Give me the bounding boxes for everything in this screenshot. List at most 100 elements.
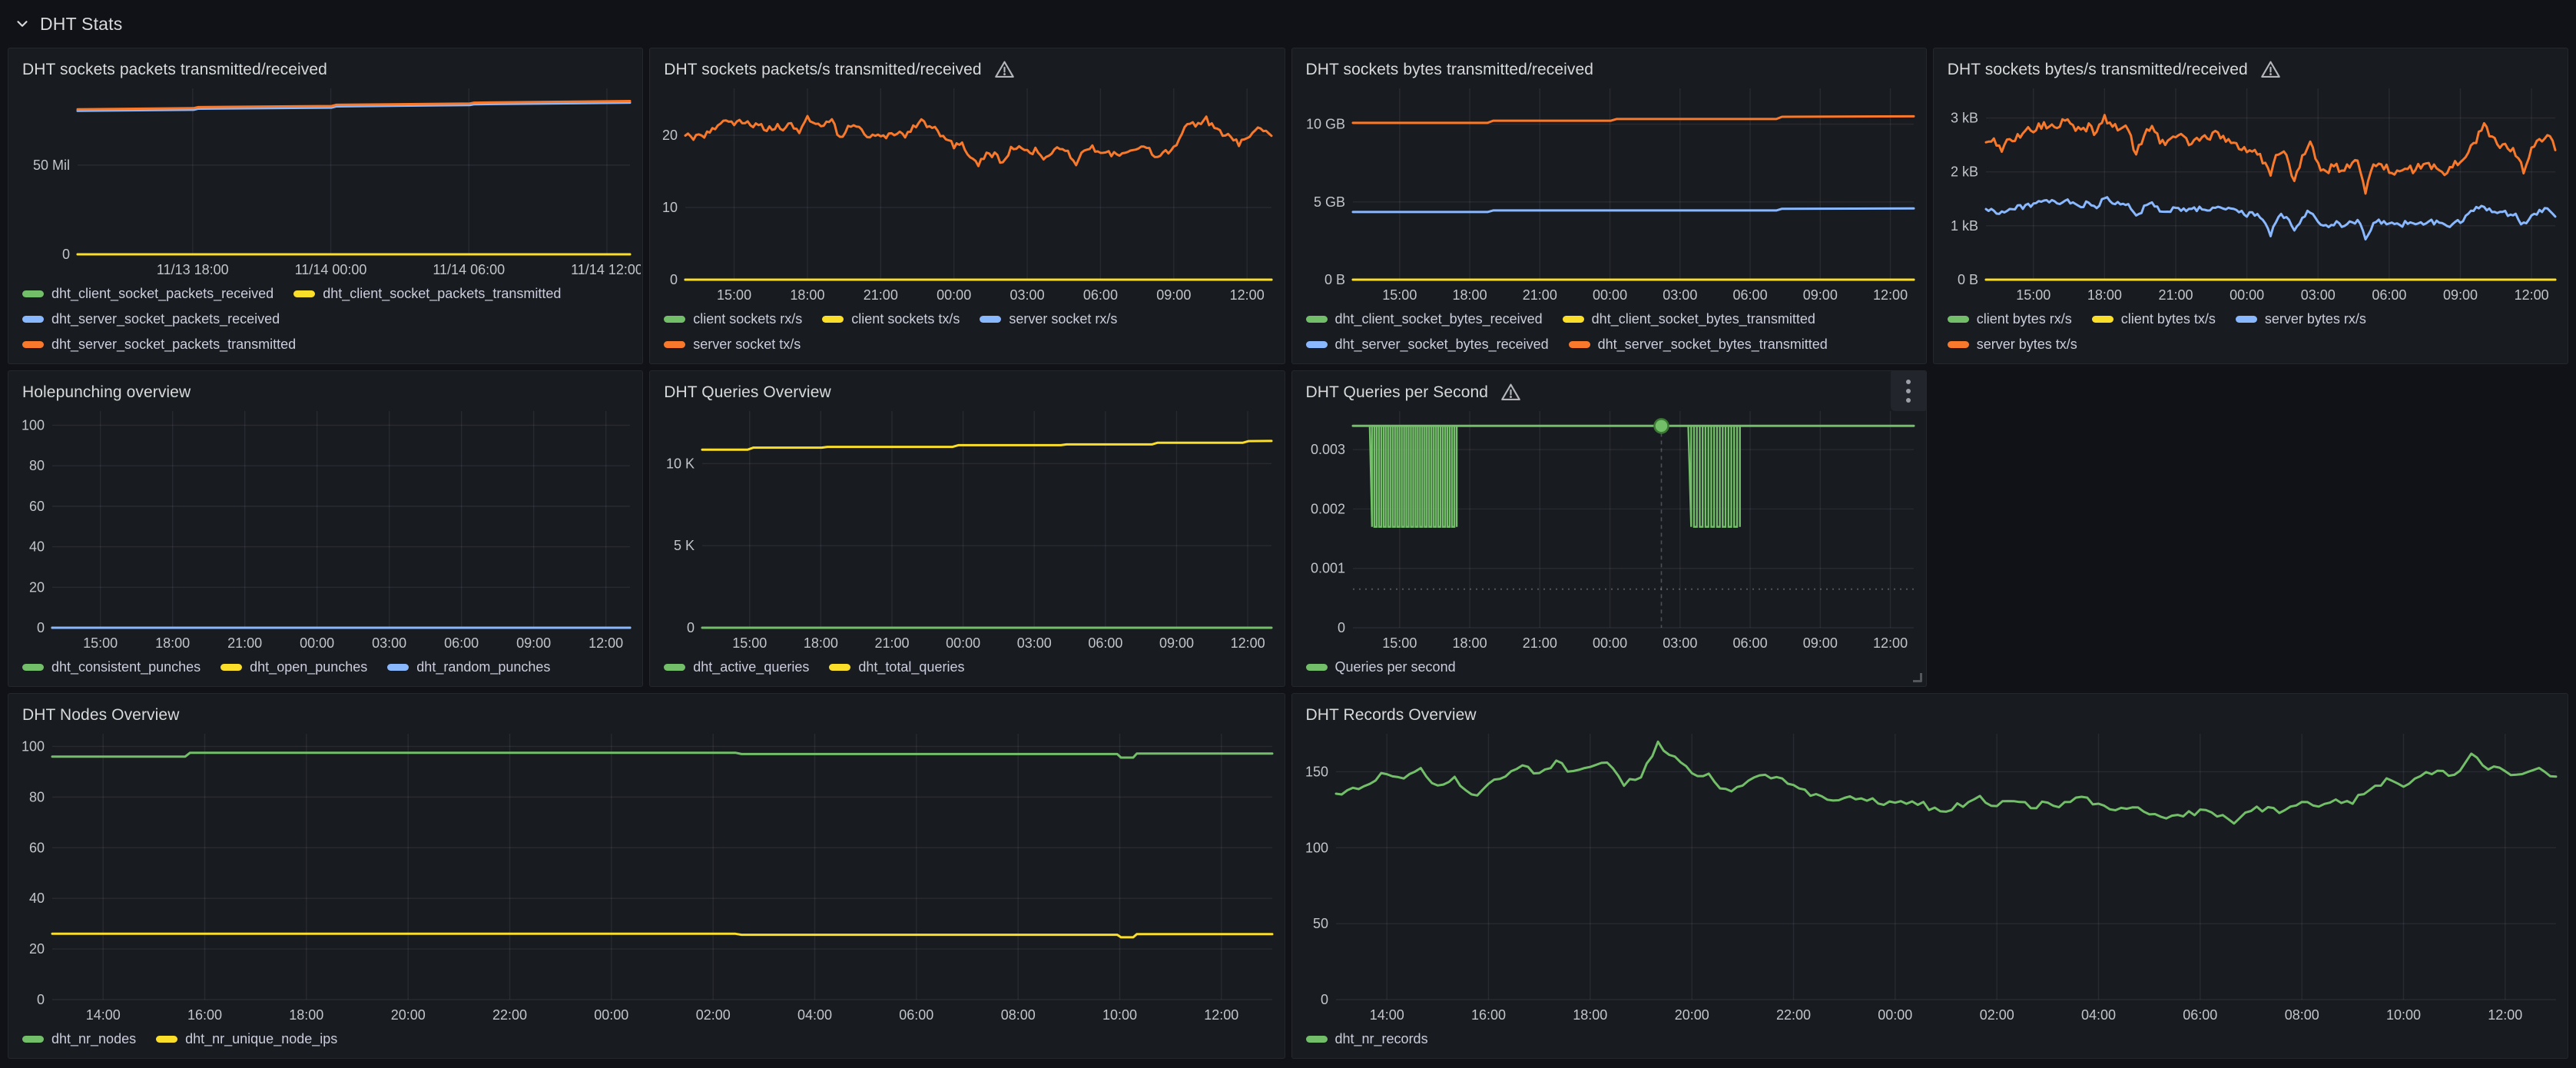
svg-text:0.003: 0.003 <box>1310 442 1344 457</box>
panel-dht-sockets-bytes-rate[interactable]: DHT sockets bytes/s transmitted/received… <box>1932 48 2568 364</box>
panel-dht-sockets-packets[interactable]: DHT sockets packets transmitted/received… <box>8 48 644 364</box>
panel-dht-nodes-overview[interactable]: DHT Nodes Overview 14:00 16:00 18:00 20:00 2… <box>8 693 1285 1059</box>
panel-title[interactable]: DHT Queries Overview <box>664 383 831 401</box>
legend: dht_nr_records <box>1292 1026 2568 1058</box>
svg-text:0 B: 0 B <box>1958 272 1978 287</box>
series-label: dht_server_socket_packets_received <box>51 310 280 327</box>
legend-item[interactable]: dht_server_socket_bytes_received <box>1305 337 1549 353</box>
kebab-menu-icon[interactable] <box>1890 371 1926 411</box>
legend-row: server bytes tx/s <box>1947 333 2555 356</box>
legend-item[interactable]: dht_random_punches <box>387 659 550 675</box>
legend-item[interactable]: client bytes rx/s <box>1947 311 2072 327</box>
legend-item[interactable]: dht_server_socket_bytes_transmitted <box>1568 337 1828 353</box>
series-label: dht_consistent_punches <box>51 658 201 675</box>
svg-text:09:00: 09:00 <box>1157 287 1192 303</box>
legend-item[interactable]: dht_client_socket_packets_received <box>22 286 274 302</box>
panel-holepunching-overview[interactable]: Holepunching overview 15:00 18:00 21:00 00:… <box>8 370 644 687</box>
resize-handle[interactable] <box>1912 673 1922 682</box>
panel-title[interactable]: Holepunching overview <box>22 383 191 401</box>
legend-item[interactable]: dht_open_punches <box>220 659 367 675</box>
legend-item[interactable]: dht_total_queries <box>829 659 964 675</box>
svg-text:15:00: 15:00 <box>2016 287 2051 303</box>
svg-text:80: 80 <box>29 458 45 473</box>
panel-dht-sockets-bytes[interactable]: DHT sockets bytes transmitted/received 1… <box>1291 48 1927 364</box>
panel-title[interactable]: DHT Records Overview <box>1305 705 1477 724</box>
series-label: dht_nr_nodes <box>51 1030 137 1046</box>
chart-area[interactable]: 15:00 18:00 21:00 00:00 03:00 06:00 09:00 12:00… <box>651 82 1282 306</box>
legend-item[interactable]: dht_client_socket_bytes_received <box>1305 311 1543 327</box>
legend-item[interactable]: server socket rx/s <box>980 311 1117 327</box>
legend-row: dht_consistent_punches dht_open_punches dh… <box>22 655 630 678</box>
svg-text:3 kB: 3 kB <box>1951 111 1978 126</box>
svg-text:16:00: 16:00 <box>187 1007 222 1023</box>
chart-area[interactable]: 11/13 18:00 11/14 00:00 11/14 06:00 11/14 1… <box>10 82 641 280</box>
chart-area[interactable]: 15:00 18:00 21:00 00:00 03:00 06:00 09:00 12:00… <box>1935 82 2566 306</box>
svg-text:0.001: 0.001 <box>1310 561 1344 576</box>
chart-area[interactable]: 15:00 18:00 21:00 00:00 03:00 06:00 09:00 12:00… <box>651 405 1282 654</box>
svg-text:20: 20 <box>29 579 45 595</box>
legend-item[interactable]: server bytes tx/s <box>1947 337 2077 353</box>
svg-text:10 K: 10 K <box>666 456 695 471</box>
svg-text:09:00: 09:00 <box>516 635 551 651</box>
svg-text:06:00: 06:00 <box>1732 635 1767 651</box>
legend-item[interactable]: dht_client_socket_bytes_transmitted <box>1562 311 1815 327</box>
panel-dht-queries-per-second[interactable]: DHT Queries per Second 15:00 18:00 21:00 00… <box>1291 370 1927 687</box>
svg-text:2 kB: 2 kB <box>1951 164 1978 180</box>
chart-area[interactable]: 15:00 18:00 21:00 00:00 03:00 06:00 09:00 12:00… <box>1294 405 1925 654</box>
svg-text:06:00: 06:00 <box>899 1007 933 1023</box>
svg-text:15:00: 15:00 <box>717 287 751 303</box>
svg-text:02:00: 02:00 <box>1979 1007 2014 1023</box>
svg-text:09:00: 09:00 <box>1802 287 1837 303</box>
legend-item[interactable]: dht_server_socket_packets_received <box>22 311 280 327</box>
chart-area[interactable]: 14:00 16:00 18:00 20:00 22:00 00:00 02:00 04:00… <box>10 728 1283 1026</box>
svg-text:06:00: 06:00 <box>1083 287 1118 303</box>
legend-item[interactable]: client sockets rx/s <box>664 311 802 327</box>
warning-icon <box>994 59 1015 80</box>
series-label: dht_random_punches <box>416 658 551 675</box>
legend-item[interactable]: server socket tx/s <box>664 337 801 353</box>
legend-row: client bytes rx/s client bytes tx/s server… <box>1947 307 2555 330</box>
legend-item[interactable]: dht_consistent_punches <box>22 659 201 675</box>
svg-text:03:00: 03:00 <box>1017 635 1052 651</box>
svg-text:10:00: 10:00 <box>2385 1007 2420 1023</box>
svg-text:10: 10 <box>662 200 678 215</box>
chart-area[interactable]: 15:00 18:00 21:00 00:00 03:00 06:00 09:00 12:00… <box>1294 82 1925 306</box>
legend-item[interactable]: dht_active_queries <box>664 659 809 675</box>
series-color-swatch <box>387 663 409 671</box>
panel-dht-records-overview[interactable]: DHT Records Overview 14:00 16:00 18:00 20:0… <box>1291 693 2568 1059</box>
legend-row: client sockets rx/s client sockets tx/s se… <box>664 307 1271 330</box>
series-color-swatch <box>664 663 686 671</box>
svg-text:06:00: 06:00 <box>1732 287 1767 303</box>
legend-item[interactable]: dht_nr_nodes <box>22 1031 136 1047</box>
panel-title[interactable]: DHT sockets bytes/s transmitted/received <box>1947 60 2248 78</box>
legend-item[interactable]: dht_nr_records <box>1305 1031 1428 1047</box>
svg-text:100: 100 <box>1305 840 1328 855</box>
panel-title[interactable]: DHT sockets bytes transmitted/received <box>1305 60 1594 78</box>
panel-title[interactable]: DHT sockets packets transmitted/received <box>22 60 327 78</box>
svg-text:18:00: 18:00 <box>804 635 838 651</box>
legend-item[interactable]: dht_server_socket_packets_transmitted <box>22 337 296 353</box>
svg-text:18:00: 18:00 <box>1452 287 1487 303</box>
series-color-swatch <box>220 663 243 671</box>
panel-dht-sockets-packets-rate[interactable]: DHT sockets packets/s transmitted/receiv… <box>649 48 1285 364</box>
series-label: dht_client_socket_packets_transmitted <box>323 285 562 301</box>
svg-text:08:00: 08:00 <box>1001 1007 1036 1023</box>
legend-item[interactable]: dht_nr_unique_node_ips <box>156 1031 337 1047</box>
legend-item[interactable]: client bytes tx/s <box>2091 311 2216 327</box>
panel-title[interactable]: DHT Queries per Second <box>1305 383 1489 401</box>
row-header-dht-stats[interactable]: DHT Stats <box>8 0 2568 48</box>
panel-title[interactable]: DHT sockets packets/s transmitted/receiv… <box>664 60 982 78</box>
legend-item[interactable]: dht_client_socket_packets_transmitted <box>293 286 561 302</box>
legend-item[interactable]: client sockets tx/s <box>822 311 960 327</box>
svg-text:16:00: 16:00 <box>1470 1007 1505 1023</box>
series-color-swatch <box>1305 1035 1328 1043</box>
svg-text:0: 0 <box>687 620 695 635</box>
legend-item[interactable]: server bytes rx/s <box>2235 311 2366 327</box>
legend-item[interactable]: Queries per second <box>1305 659 1456 675</box>
chart-area[interactable]: 14:00 16:00 18:00 20:00 22:00 00:00 02:00 04:00… <box>1294 728 2567 1026</box>
chart-area[interactable]: 15:00 18:00 21:00 00:00 03:00 06:00 09:00 12:00… <box>10 405 641 654</box>
panel-grid: DHT sockets packets transmitted/received… <box>8 48 2568 1059</box>
panel-header: DHT sockets packets transmitted/received <box>8 48 642 82</box>
panel-dht-queries-overview[interactable]: DHT Queries Overview 15:00 18:00 21:00 00:0… <box>649 370 1285 687</box>
panel-title[interactable]: DHT Nodes Overview <box>22 705 180 724</box>
